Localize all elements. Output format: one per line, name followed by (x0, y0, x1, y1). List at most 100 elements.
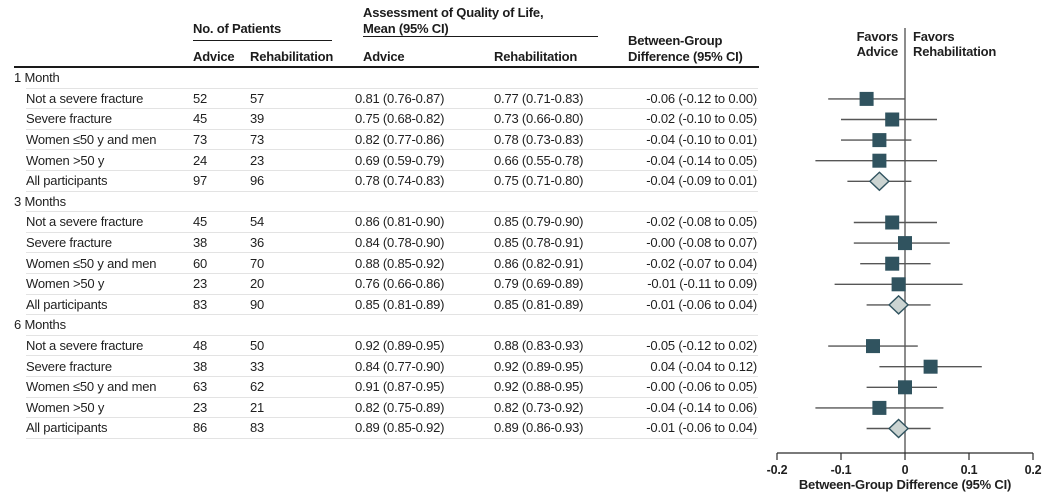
difference-cell: -0.06 (-0.12 to 0.00) (646, 90, 757, 106)
advice-mean-cell: 0.84 (0.78-0.90) (355, 235, 445, 251)
table-row: Women >50 y 23 21 0.82 (0.75-0.89) 0.82 (0.7… (0, 398, 760, 419)
favors-advice-line2: Advice (856, 44, 899, 59)
axis-tick-label: -0.1 (831, 463, 852, 477)
row-label: Not a severe fracture (26, 90, 144, 106)
difference-cell: -0.01 (-0.11 to 0.09) (647, 276, 757, 292)
row-label: Severe fracture (26, 235, 112, 251)
row-divider (26, 149, 758, 151)
rehabilitation-mean-cell: 0.92 (0.89-0.95) (494, 358, 584, 374)
difference-cell: 0.04 (-0.04 to 0.12) (650, 358, 757, 374)
difference-cell: -0.00 (-0.06 to 0.05) (646, 379, 757, 395)
favors-rehabilitation-line2: Rehabilitation (913, 44, 997, 59)
subheader-qol-rehabilitation: Rehabilitation (494, 49, 578, 64)
subheader-patients-rehabilitation: Rehabilitation (250, 49, 334, 64)
axis-tick-label: 0.2 (1025, 463, 1042, 477)
advice-mean-cell: 0.84 (0.77-0.90) (355, 358, 445, 374)
table-row: Severe fracture 45 39 0.75 (0.68-0.82) 0.73 … (0, 109, 760, 130)
rehabilitation-mean-cell: 0.85 (0.81-0.89) (494, 296, 584, 312)
rehabilitation-n-cell: 96 (250, 173, 265, 189)
point-square-marker (885, 256, 900, 271)
rehabilitation-n-cell: 36 (250, 235, 265, 251)
point-square-marker (898, 236, 912, 251)
row-label: Women ≤50 y and men (26, 379, 157, 395)
row-label: All participants (26, 173, 108, 189)
point-square-marker (859, 91, 874, 106)
difference-cell: -0.05 (-0.12 to 0.02) (646, 338, 757, 354)
advice-n-cell: 83 (193, 296, 208, 312)
rehabilitation-mean-cell: 0.77 (0.71-0.83) (494, 90, 584, 106)
advice-n-cell: 24 (193, 152, 208, 168)
table-row: Not a severe fracture 48 50 0.92 (0.89-0.95… (0, 336, 760, 357)
advice-mean-cell: 0.75 (0.68-0.82) (355, 111, 445, 127)
x-axis-label: Between-Group Difference (95% CI) (798, 477, 1012, 492)
advice-mean-cell: 0.69 (0.59-0.79) (355, 152, 445, 168)
rehabilitation-mean-cell: 0.92 (0.88-0.95) (494, 379, 584, 395)
row-label: Severe fracture (26, 358, 112, 374)
advice-mean-cell: 0.78 (0.74-0.83) (355, 173, 445, 189)
rehabilitation-mean-cell: 0.66 (0.55-0.78) (494, 152, 584, 168)
row-divider (26, 87, 758, 89)
row-divider (26, 396, 758, 398)
advice-n-cell: 45 (193, 111, 208, 127)
rehabilitation-n-cell: 50 (250, 338, 265, 354)
section-row: 1 Month (0, 68, 760, 89)
difference-cell: -0.04 (-0.09 to 0.01) (646, 173, 757, 189)
rehabilitation-mean-cell: 0.88 (0.83-0.93) (494, 338, 584, 354)
table-row: Women >50 y 24 23 0.69 (0.59-0.79) 0.66 (0.5… (0, 150, 760, 171)
rehabilitation-mean-cell: 0.82 (0.73-0.92) (494, 399, 584, 415)
advice-n-cell: 23 (193, 399, 208, 415)
row-divider (26, 252, 758, 254)
point-square-marker (898, 380, 912, 395)
advice-mean-cell: 0.82 (0.77-0.86) (355, 132, 445, 148)
rehabilitation-n-cell: 33 (250, 358, 265, 374)
difference-cell: -0.01 (-0.06 to 0.04) (646, 296, 757, 312)
header-qol-line2: Mean (95% CI) (363, 21, 449, 36)
point-square-marker (872, 133, 887, 148)
row-divider (26, 169, 758, 171)
row-divider (26, 314, 758, 316)
row-divider (26, 293, 758, 295)
patients-header-rule (193, 40, 332, 41)
advice-mean-cell: 0.92 (0.89-0.95) (355, 338, 445, 354)
rehabilitation-mean-cell: 0.86 (0.82-0.91) (494, 255, 584, 271)
table-row: Not a severe fracture 45 54 0.86 (0.81-0.90… (0, 212, 760, 233)
section-row: 3 Months (0, 192, 760, 213)
rehabilitation-n-cell: 70 (250, 255, 265, 271)
advice-n-cell: 73 (193, 132, 208, 148)
row-divider (26, 190, 758, 192)
row-divider (26, 417, 758, 419)
rehabilitation-n-cell: 57 (250, 90, 265, 106)
section-row: 6 Months (0, 315, 760, 336)
row-divider (26, 211, 758, 213)
row-divider (26, 272, 758, 274)
advice-n-cell: 52 (193, 90, 208, 106)
table-row: Women ≤50 y and men 73 73 0.82 (0.77-0.86) 0… (0, 130, 760, 151)
header-qol-line1: Assessment of Quality of Life, (363, 5, 544, 20)
row-label: Women ≤50 y and men (26, 132, 157, 148)
difference-cell: -0.02 (-0.07 to 0.04) (646, 255, 757, 271)
advice-n-cell: 97 (193, 173, 208, 189)
row-divider (26, 128, 758, 130)
advice-n-cell: 63 (193, 379, 208, 395)
rehabilitation-n-cell: 83 (250, 420, 265, 436)
row-divider (26, 231, 758, 233)
row-label: Not a severe fracture (26, 338, 144, 354)
table-row: Women ≤50 y and men 63 62 0.91 (0.87-0.95) 0… (0, 377, 760, 398)
advice-n-cell: 48 (193, 338, 208, 354)
advice-n-cell: 38 (193, 358, 208, 374)
row-divider (26, 108, 758, 110)
point-square-marker (891, 277, 906, 292)
difference-cell: -0.01 (-0.06 to 0.04) (646, 420, 757, 436)
row-divider (26, 334, 758, 336)
row-label: Severe fracture (26, 111, 112, 127)
row-divider (26, 355, 758, 357)
difference-cell: -0.04 (-0.10 to 0.01) (646, 132, 757, 148)
table-body: 1 Month Not a severe fracture 52 57 0.81 (0.… (0, 68, 760, 439)
advice-n-cell: 23 (193, 276, 208, 292)
favors-rehabilitation-line1: Favors (913, 29, 955, 44)
row-label: Not a severe fracture (26, 214, 144, 230)
favors-rehabilitation-label: Favors Rehabilitation (913, 29, 996, 59)
rehabilitation-mean-cell: 0.79 (0.69-0.89) (494, 276, 584, 292)
table-row: All participants 83 90 0.85 (0.81-0.89) 0.85… (0, 295, 760, 316)
